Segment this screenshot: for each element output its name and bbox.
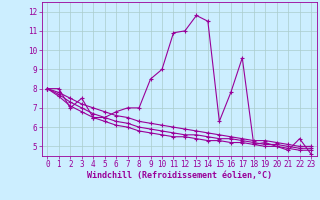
X-axis label: Windchill (Refroidissement éolien,°C): Windchill (Refroidissement éolien,°C)	[87, 171, 272, 180]
